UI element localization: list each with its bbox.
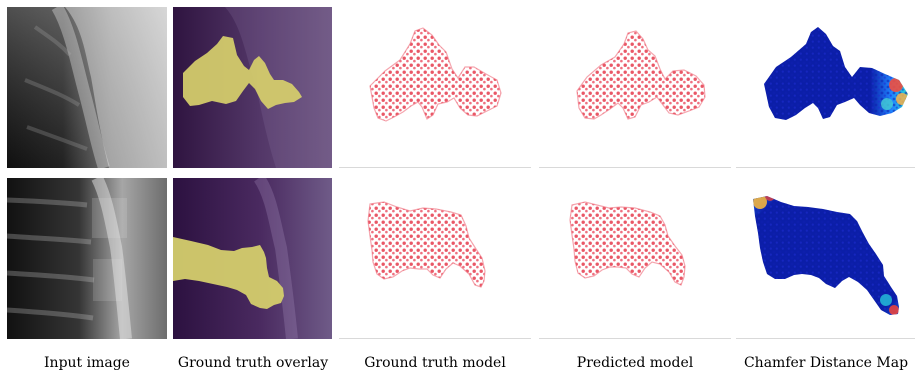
input-image-caption: Input image [44,355,130,371]
ground-truth-overlay-row2-graphic [173,178,332,339]
input-image-row1-graphic [7,7,167,168]
ground-truth-overlay-caption: Ground truth overlay [177,355,329,371]
predicted-model-row2-bottom-line [539,338,731,339]
predicted-model-row1-bottom-line [539,167,731,168]
input-image-row2-graphic [7,178,167,339]
ground-truth-model-row2-bottom-line [339,338,531,339]
ground-truth-overlay-row2 [173,178,332,339]
chamfer-distance-map-row2-bottom-line [736,338,915,339]
ground-truth-model-row1 [339,7,531,168]
predicted-model-row1-graphic [576,30,706,120]
chamfer-distance-map-row1-bottom-line [736,167,915,168]
predicted-model-caption: Predicted model [576,355,694,371]
predicted-model-row2 [539,178,731,339]
chamfer-distance-map-row1 [736,7,915,168]
ground-truth-model-row2 [339,178,531,339]
ground-truth-overlay-row1 [173,7,332,168]
input-image-row1 [7,7,167,168]
predicted-model-row1 [539,7,731,168]
chamfer-distance-map-row2 [736,178,915,339]
ground-truth-model-row2-graphic [367,201,486,288]
ground-truth-model-caption: Ground truth model [364,355,506,371]
ground-truth-overlay-row1-graphic [173,7,332,168]
chamfer-distance-map-row1-graphic [764,27,908,120]
predicted-model-row2-graphic [569,201,686,286]
ground-truth-model-row1-bottom-line [339,167,531,168]
ground-truth-model-row1-graphic [369,27,502,122]
input-image-row2 [7,178,167,339]
chamfer-distance-map-row2-graphic [753,196,899,315]
chamfer-distance-map-caption: Chamfer Distance Map [743,355,909,371]
